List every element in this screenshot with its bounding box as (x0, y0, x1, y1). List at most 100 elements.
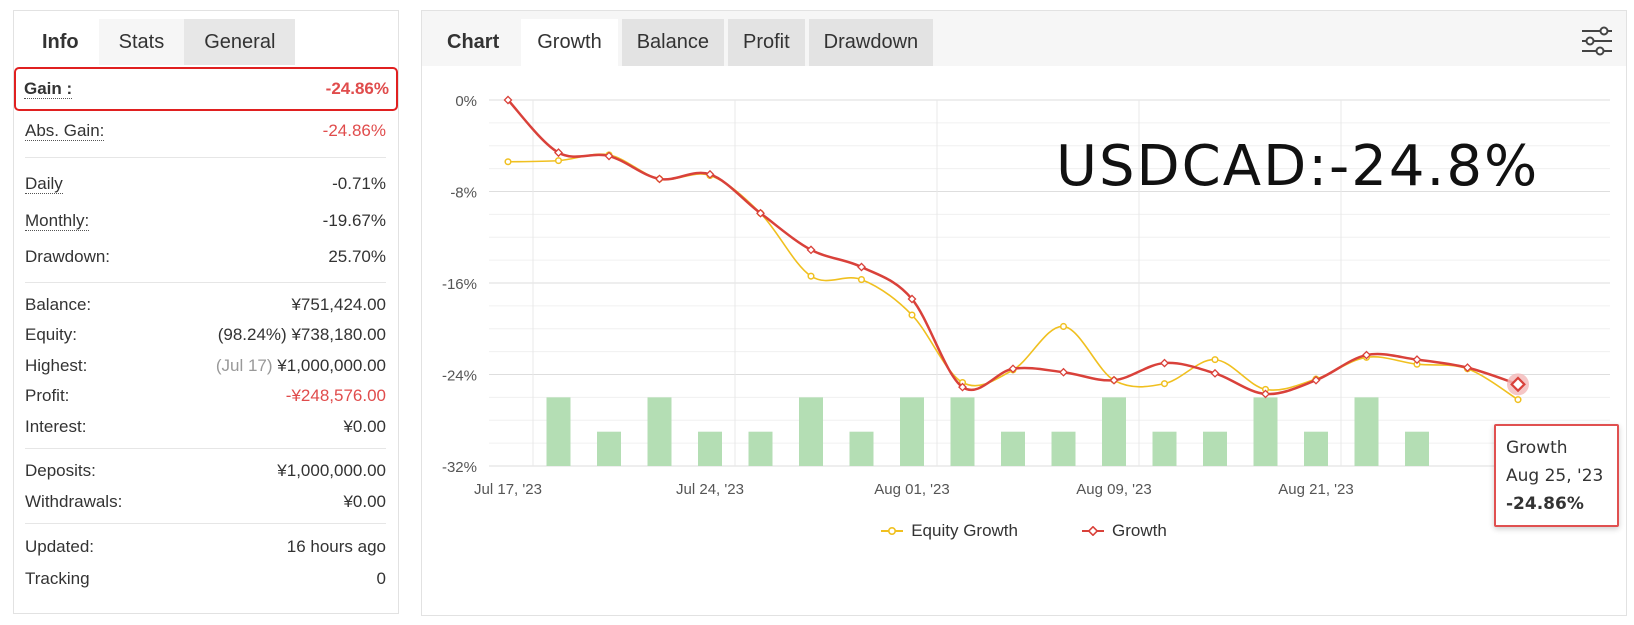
growth-point (756, 208, 765, 218)
y-tick-label: -16% (442, 276, 477, 293)
chart-tooltip: Growth Aug 25, '23 -24.86% (1494, 424, 1619, 527)
equity-value-group: (98.24%) ¥738,180.00 (218, 325, 386, 345)
tooltip-series: Growth (1506, 438, 1568, 458)
updated-label: Updated: (25, 537, 94, 556)
drawdown-value: 25.70% (328, 247, 386, 266)
updated-value: 16 hours ago (286, 537, 386, 556)
tracking-value: 0 (376, 569, 386, 588)
equity-point (1211, 356, 1219, 364)
withdrawals-row: Withdrawals: ¥0.00 (25, 487, 386, 517)
tab-balance[interactable]: Balance (621, 19, 724, 66)
equity-point (807, 272, 815, 280)
growth-point (655, 174, 664, 184)
drawdown-row: Drawdown: 25.70% (25, 238, 386, 276)
growth-point (1160, 358, 1169, 368)
y-tick-label: -24% (442, 368, 477, 385)
growth-point (503, 95, 513, 105)
bar (799, 397, 823, 466)
updated-row: Updated: 16 hours ago (25, 530, 386, 564)
y-tick-label: -32% (442, 459, 477, 476)
bar (647, 397, 672, 466)
overlay-annotation: USDCAD:-24.8% (1056, 134, 1540, 199)
tab-stats[interactable]: Stats (98, 19, 185, 65)
tab-drawdown[interactable]: Drawdown (808, 19, 934, 66)
tab-chart[interactable]: Chart (447, 31, 500, 53)
withdrawals-label: Withdrawals: (25, 492, 123, 511)
sliders-icon[interactable] (1580, 25, 1614, 57)
growth-line (507, 99, 1519, 396)
growth-point (1059, 367, 1068, 377)
gain-label[interactable]: Gain : (24, 78, 73, 99)
growth-point (705, 169, 715, 179)
daily-label[interactable]: Daily (25, 173, 63, 194)
balance-row: Balance: ¥751,424.00 (25, 289, 386, 320)
growth-point (958, 382, 967, 392)
divider (25, 523, 386, 524)
tab-growth[interactable]: Growth (521, 19, 618, 66)
legend-growth[interactable]: Growth (1081, 521, 1167, 541)
bar (849, 431, 874, 466)
interest-value: ¥0.00 (343, 416, 386, 436)
balance-value: ¥751,424.00 (291, 294, 386, 314)
growth-point (604, 151, 614, 161)
equity-percent: (98.24%) (217, 325, 287, 344)
profit-row: Profit: -¥248,576.00 (25, 381, 386, 411)
profit-value: -¥248,576.00 (285, 386, 386, 405)
equity-point (1059, 322, 1068, 331)
x-tick-label: Jul 17, '23 (474, 481, 542, 498)
equity-point (554, 157, 563, 165)
balance-label: Balance: (25, 294, 92, 314)
deposits-row: Deposits: ¥1,000,000.00 (25, 455, 386, 487)
deposits-value: ¥1,000,000.00 (277, 461, 386, 480)
profit-label: Profit: (25, 386, 70, 405)
divider (25, 282, 386, 283)
tab-info[interactable]: Info (42, 31, 79, 53)
legend-equity-growth[interactable]: Equity Growth (881, 521, 1018, 541)
growth-point (554, 148, 563, 158)
bar (546, 397, 571, 466)
highest-date: (Jul 17) (215, 355, 273, 375)
abs-gain-label[interactable]: Abs. Gain: (25, 120, 105, 141)
deposits-label: Deposits: (25, 461, 96, 480)
y-tick-label: 0% (455, 93, 477, 110)
highest-label: Highest: (25, 355, 88, 375)
x-tick-label: Aug 01, '23 (874, 481, 949, 498)
chart-legend: Equity Growth Growth (422, 521, 1626, 541)
abs-gain-value: -24.86% (322, 121, 386, 140)
legend-growth-marker (1081, 526, 1104, 536)
equity-label: Equity: (25, 325, 77, 344)
tab-profit[interactable]: Profit (727, 19, 805, 66)
highest-value-group: (Jul 17) ¥1,000,000.00 (216, 356, 386, 376)
divider (25, 157, 386, 158)
x-tick-label: Aug 09, '23 (1076, 481, 1151, 498)
bar (1405, 431, 1429, 466)
interest-label: Interest: (25, 416, 87, 436)
x-tick-label: Jul 24, '23 (676, 481, 744, 498)
growth-point (806, 245, 816, 255)
bar (1001, 431, 1025, 466)
bar (900, 397, 924, 466)
monthly-label[interactable]: Monthly: (25, 210, 90, 231)
info-panel: Info Stats General Gain : -24.86% Abs. G… (13, 10, 399, 614)
bar (1051, 431, 1076, 466)
growth-point (1412, 355, 1422, 365)
equity-point (908, 311, 916, 319)
bar (698, 431, 722, 466)
bar (1203, 431, 1227, 466)
highest-value: ¥1,000,000.00 (277, 355, 386, 375)
growth-point (1210, 368, 1220, 378)
x-tick-label: Aug 21, '23 (1278, 481, 1353, 498)
equity-point (1160, 380, 1169, 388)
stats-list: Gain : -24.86% Abs. Gain: -24.86% Daily … (14, 67, 398, 594)
gain-value: -24.86% (325, 79, 389, 98)
tab-general[interactable]: General (184, 19, 296, 65)
highest-row: Highest: (Jul 17) ¥1,000,000.00 (25, 350, 386, 381)
bar (950, 397, 975, 466)
withdrawals-value: ¥0.00 (343, 492, 386, 511)
y-tick-label: -8% (450, 185, 477, 202)
chart-panel: Chart Growth Balance Profit Drawdown 0% -… (421, 10, 1627, 616)
abs-gain-row: Abs. Gain: -24.86% (25, 111, 386, 151)
bar (1304, 431, 1328, 466)
growth-point (1362, 350, 1371, 360)
growth-point-active (1510, 376, 1526, 393)
